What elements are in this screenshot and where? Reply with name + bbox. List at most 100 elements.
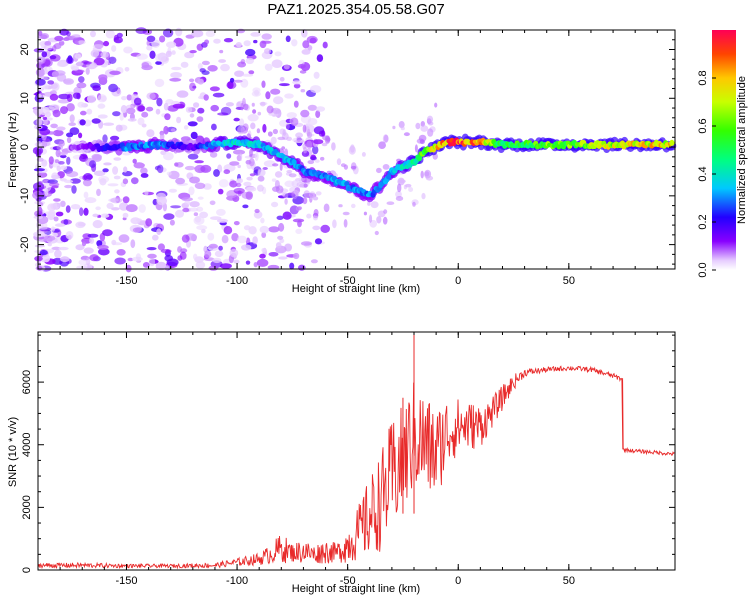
noise-blob <box>293 252 300 260</box>
noise-blob <box>56 144 63 151</box>
noise-blob <box>106 202 114 209</box>
noise-blob <box>113 36 124 44</box>
noise-blob <box>87 94 96 104</box>
noise-blob <box>295 228 303 234</box>
noise-blob <box>43 69 48 75</box>
noise-blob <box>36 118 43 126</box>
x-tick-label: 50 <box>563 275 575 287</box>
noise-blob <box>267 264 280 270</box>
noise-blob <box>36 56 46 64</box>
noise-blob <box>233 117 240 122</box>
noise-blob <box>212 92 225 98</box>
colorbar-tick-label: 0.8 <box>697 70 709 85</box>
noise-blob <box>233 259 240 264</box>
noise-blob <box>245 191 253 200</box>
noise-blob <box>163 152 174 161</box>
noise-blob <box>183 125 189 130</box>
noise-blob <box>110 135 120 141</box>
noise-blob <box>97 103 106 109</box>
noise-blob <box>175 27 183 37</box>
noise-blob <box>216 218 229 223</box>
noise-blob <box>140 173 149 178</box>
noise-blob <box>79 207 84 217</box>
noise-blob <box>306 213 312 219</box>
ridge-cell <box>386 173 392 180</box>
noise-blob <box>78 76 85 83</box>
noise-blob <box>300 241 313 246</box>
colorbar-panel: 0.0 0.2 0.4 0.6 0.8 Normalized spectral ampl… <box>697 30 748 278</box>
noise-blob <box>301 29 308 38</box>
colorbar <box>712 30 736 270</box>
noise-blob <box>262 123 267 133</box>
noise-blob <box>245 48 256 57</box>
noise-blob <box>421 192 426 200</box>
noise-blob <box>41 159 48 167</box>
noise-blob <box>97 94 107 103</box>
noise-blob <box>48 156 54 165</box>
noise-blob <box>310 85 322 94</box>
x-tick-label: -150 <box>115 275 137 287</box>
noise-blob <box>395 196 404 201</box>
noise-blob <box>133 97 142 106</box>
noise-blob <box>420 125 429 132</box>
noise-blob <box>425 175 434 181</box>
noise-blob <box>52 129 64 137</box>
noise-blob <box>123 166 128 173</box>
noise-blob <box>189 201 200 208</box>
noise-blob <box>312 145 319 155</box>
noise-blob <box>93 57 105 66</box>
noise-blob <box>418 134 427 142</box>
noise-blob <box>43 235 56 242</box>
noise-blob <box>154 78 165 88</box>
noise-blob <box>414 144 418 153</box>
noise-blob <box>155 61 162 65</box>
noise-blob <box>160 249 172 254</box>
noise-blob <box>302 124 307 133</box>
noise-blob <box>171 66 182 71</box>
noise-blob <box>64 184 73 189</box>
noise-blob <box>196 225 208 231</box>
noise-blob <box>292 80 302 85</box>
noise-blob <box>35 191 43 198</box>
noise-blob <box>400 126 405 131</box>
noise-blob <box>135 27 147 34</box>
noise-blob <box>51 174 61 180</box>
noise-blob <box>261 33 272 40</box>
noise-blob <box>127 118 137 122</box>
noise-blob <box>69 114 75 123</box>
noise-blob <box>148 257 156 267</box>
noise-blob <box>203 183 212 190</box>
noise-blob <box>313 71 320 79</box>
noise-blob <box>78 259 88 266</box>
noise-blob <box>268 252 279 257</box>
noise-blob <box>297 206 303 211</box>
noise-blob <box>140 167 148 175</box>
noise-blob <box>291 39 298 47</box>
noise-blob <box>271 59 283 68</box>
noise-blob <box>159 132 165 141</box>
noise-blob <box>316 54 324 62</box>
noise-blob <box>90 49 100 58</box>
noise-blob <box>254 152 259 161</box>
noise-blob <box>110 207 120 211</box>
noise-blob <box>60 106 68 115</box>
noise-blob <box>71 34 81 39</box>
noise-blob <box>207 65 218 72</box>
noise-blob <box>284 93 294 99</box>
noise-blob <box>310 259 318 264</box>
noise-blob <box>273 96 284 105</box>
noise-blob <box>209 200 216 206</box>
noise-blob <box>309 37 317 44</box>
noise-blob <box>170 128 176 132</box>
noise-blob <box>49 55 57 60</box>
noise-blob <box>144 190 149 196</box>
noise-blob <box>209 151 218 158</box>
noise-blob <box>39 249 48 256</box>
noise-blob <box>50 226 56 232</box>
noise-blob <box>257 111 262 116</box>
noise-blob <box>108 56 117 64</box>
y-tick-label: 0 <box>21 567 33 573</box>
noise-blob <box>180 61 189 68</box>
noise-blob <box>270 88 281 95</box>
